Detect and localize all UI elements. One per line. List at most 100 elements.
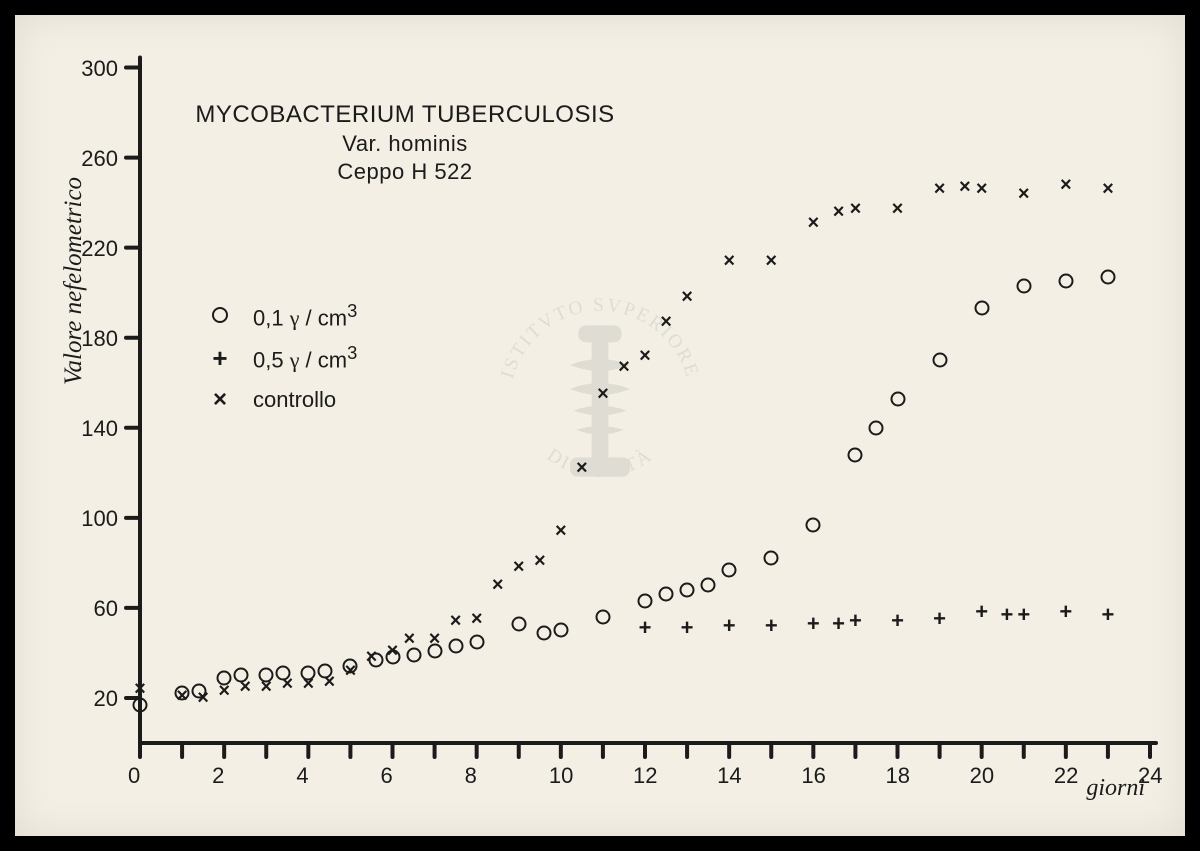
data-point	[848, 447, 863, 462]
data-point: ×	[723, 251, 735, 271]
data-point	[869, 420, 884, 435]
title-line-2: Var. hominis	[190, 130, 620, 158]
data-point: ×	[807, 213, 819, 233]
x-tick-label: 22	[1054, 763, 1078, 789]
data-point: ×	[281, 674, 293, 694]
data-point	[701, 578, 716, 593]
legend-item: 0,1 γ / cm3	[205, 295, 357, 337]
data-point: ×	[176, 686, 188, 706]
data-point: ×	[492, 575, 504, 595]
data-point: +	[832, 613, 845, 635]
data-point: ×	[660, 312, 672, 332]
data-point	[764, 551, 779, 566]
data-point: ×	[1102, 179, 1114, 199]
data-point: ×	[639, 346, 651, 366]
data-point: ×	[218, 681, 230, 701]
data-point: +	[681, 617, 694, 639]
data-point: ×	[1018, 184, 1030, 204]
x-tick-label: 18	[886, 763, 910, 789]
legend-marker-icon	[205, 303, 235, 329]
y-tick-label: 220	[81, 236, 118, 262]
x-tick-label: 14	[717, 763, 741, 789]
data-point	[1016, 278, 1031, 293]
data-point: +	[933, 608, 946, 630]
x-tick-label: 24	[1138, 763, 1162, 789]
x-axis-label: giorni	[1086, 775, 1145, 802]
data-point	[806, 517, 821, 532]
y-tick-label: 300	[81, 56, 118, 82]
data-point: ×	[302, 674, 314, 694]
title-line-3: Ceppo H 522	[190, 158, 620, 186]
data-point	[595, 609, 610, 624]
data-point	[448, 639, 463, 654]
y-tick-label: 60	[94, 596, 118, 622]
chart-title: MYCOBACTERIUM TUBERCULOSIS Var. hominis …	[190, 100, 620, 185]
data-point	[469, 634, 484, 649]
x-tick-label: 12	[633, 763, 657, 789]
data-point: ×	[959, 177, 971, 197]
title-line-1: MYCOBACTERIUM TUBERCULOSIS	[190, 100, 620, 130]
data-point: ×	[387, 641, 399, 661]
data-point: ×	[1060, 175, 1072, 195]
legend-label: 0,1 γ / cm3	[253, 300, 357, 331]
data-point	[890, 391, 905, 406]
data-point: ×	[513, 557, 525, 577]
data-point: ×	[681, 287, 693, 307]
y-tick-label: 20	[94, 686, 118, 712]
data-point: ×	[765, 251, 777, 271]
y-tick-label: 100	[81, 506, 118, 532]
y-tick-label: 260	[81, 146, 118, 172]
legend-marker-icon: ×	[205, 386, 235, 414]
data-point: ×	[976, 179, 988, 199]
data-point: ×	[324, 672, 336, 692]
data-point: ×	[576, 458, 588, 478]
data-point: +	[975, 601, 988, 623]
data-point	[511, 616, 526, 631]
data-point	[537, 625, 552, 640]
legend-label: 0,5 γ / cm3	[253, 342, 357, 373]
data-point: +	[639, 617, 652, 639]
legend-item: +0,5 γ / cm3	[205, 337, 357, 379]
data-point: +	[1059, 601, 1072, 623]
data-point	[974, 301, 989, 316]
data-point: ×	[260, 677, 272, 697]
data-point: +	[1101, 604, 1114, 626]
data-point: +	[723, 615, 736, 637]
x-tick-label: 20	[970, 763, 994, 789]
legend: 0,1 γ / cm3 +0,5 γ / cm3 × controllo	[205, 295, 357, 421]
data-point	[1100, 269, 1115, 284]
x-tick-label: 16	[801, 763, 825, 789]
y-axis-label: Valore nefelometrico	[60, 177, 88, 385]
data-point: ×	[597, 384, 609, 404]
x-tick-label: 2	[212, 763, 224, 789]
data-point	[932, 353, 947, 368]
x-tick-label: 6	[381, 763, 393, 789]
data-point	[553, 623, 568, 638]
data-point: +	[891, 610, 904, 632]
data-point: ×	[403, 629, 415, 649]
data-point: ×	[850, 199, 862, 219]
data-point: +	[807, 613, 820, 635]
legend-label: controllo	[253, 387, 336, 413]
x-tick-label: 10	[549, 763, 573, 789]
data-point: ×	[892, 199, 904, 219]
data-point: ×	[134, 679, 146, 699]
data-point: ×	[197, 688, 209, 708]
data-point: ×	[833, 202, 845, 222]
data-point: ×	[555, 521, 567, 541]
data-point: +	[765, 615, 778, 637]
legend-marker-icon: +	[205, 343, 235, 374]
x-tick-label: 0	[128, 763, 140, 789]
data-point: ×	[239, 677, 251, 697]
y-tick-label: 140	[81, 416, 118, 442]
data-point: +	[849, 610, 862, 632]
data-point: ×	[366, 647, 378, 667]
x-tick-label: 4	[296, 763, 308, 789]
x-tick-label: 8	[465, 763, 477, 789]
data-point: ×	[429, 629, 441, 649]
data-point	[638, 594, 653, 609]
data-point: ×	[345, 661, 357, 681]
data-point: ×	[471, 609, 483, 629]
data-point: ×	[450, 611, 462, 631]
data-point	[1058, 274, 1073, 289]
